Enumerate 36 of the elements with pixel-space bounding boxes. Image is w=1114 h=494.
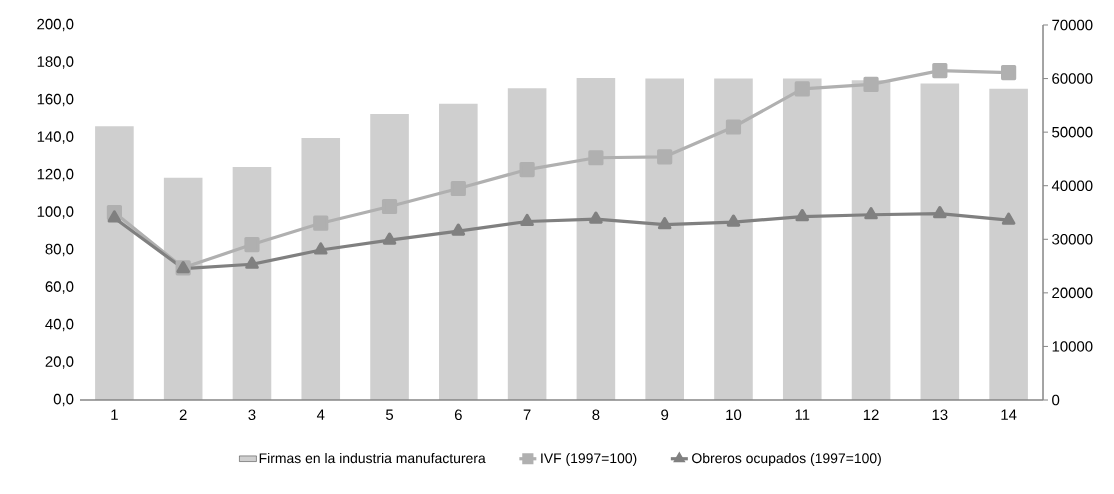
y-tick-label: 20,0 (45, 356, 74, 369)
y2-tick-label: 70000 (1052, 19, 1093, 31)
x-tick-label: 7 (523, 409, 531, 420)
y2-tick-label: 40000 (1051, 180, 1093, 191)
y-tick-label: 140,0 (37, 131, 74, 144)
x-tick-label: 4 (316, 409, 325, 420)
y-tick-label: 100,0 (37, 206, 74, 219)
x-tick-label: 13 (932, 409, 948, 421)
x-tick-label: 1 (111, 409, 118, 420)
y-tick-label: 60,0 (45, 281, 74, 294)
x-tick-label: 14 (1001, 409, 1017, 420)
x-tick-label: 9 (661, 409, 669, 421)
x-tick-label: 12 (863, 409, 879, 420)
legend-label: Obreros ocupados (1997=100) (692, 452, 881, 466)
x-tick-label: 2 (179, 409, 187, 420)
y-tick-label: 0,0 (53, 393, 74, 407)
y-tick-label: 120,0 (37, 168, 74, 182)
y2-tick-label: 10000 (1052, 341, 1093, 352)
legend-label: Firmas en la industria manufacturera (259, 452, 486, 464)
y2-tick-label: 20000 (1052, 287, 1093, 299)
y-tick-label: 180,0 (37, 56, 74, 69)
y-tick-label: 80,0 (45, 243, 74, 257)
x-tick-label: 11 (795, 409, 810, 420)
x-tick-label: 3 (248, 409, 256, 421)
y2-tick-label: 0 (1052, 394, 1060, 406)
y2-tick-label: 50000 (1052, 126, 1093, 138)
y-tick-label: 200,0 (37, 18, 74, 32)
x-tick-label: 5 (385, 409, 394, 420)
y-tick-label: 40,0 (45, 318, 74, 332)
y-tick-label: 160,0 (37, 93, 74, 107)
y2-tick-label: 60000 (1052, 73, 1093, 84)
x-tick-label: 10 (726, 409, 742, 421)
x-tick-label: 6 (454, 409, 462, 421)
y2-tick-label: 30000 (1052, 233, 1093, 245)
legend-label: IVF (1997=100) (541, 452, 637, 466)
x-tick-label: 8 (592, 409, 600, 421)
